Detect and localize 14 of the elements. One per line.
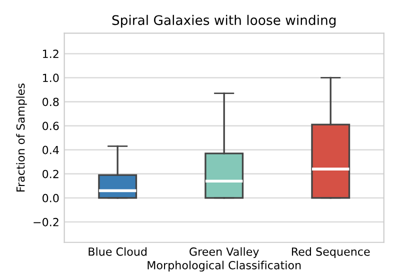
y-tick-label: 0.8 (42, 98, 59, 106)
x-tick-label: Red Sequence (292, 247, 370, 258)
y-tick-label: −0.2 (34, 218, 58, 226)
y-tick-label: 1.2 (43, 50, 58, 58)
y-tick-label: 0.4 (42, 146, 59, 154)
y-tick-label: 0.6 (42, 122, 59, 130)
chart-title: Spiral Galaxies with loose winding (112, 14, 336, 28)
y-tick-label: 0.2 (42, 170, 58, 178)
y-axis-title: Fraction of Samples (16, 84, 27, 192)
y-tick-label: 1.0 (43, 74, 59, 82)
x-axis-title: Morphological Classification (148, 260, 301, 272)
x-tick-label: Blue Cloud (88, 247, 146, 256)
y-tick-label: 0.0 (42, 194, 59, 202)
x-tick-label: Green Valley (190, 247, 259, 258)
